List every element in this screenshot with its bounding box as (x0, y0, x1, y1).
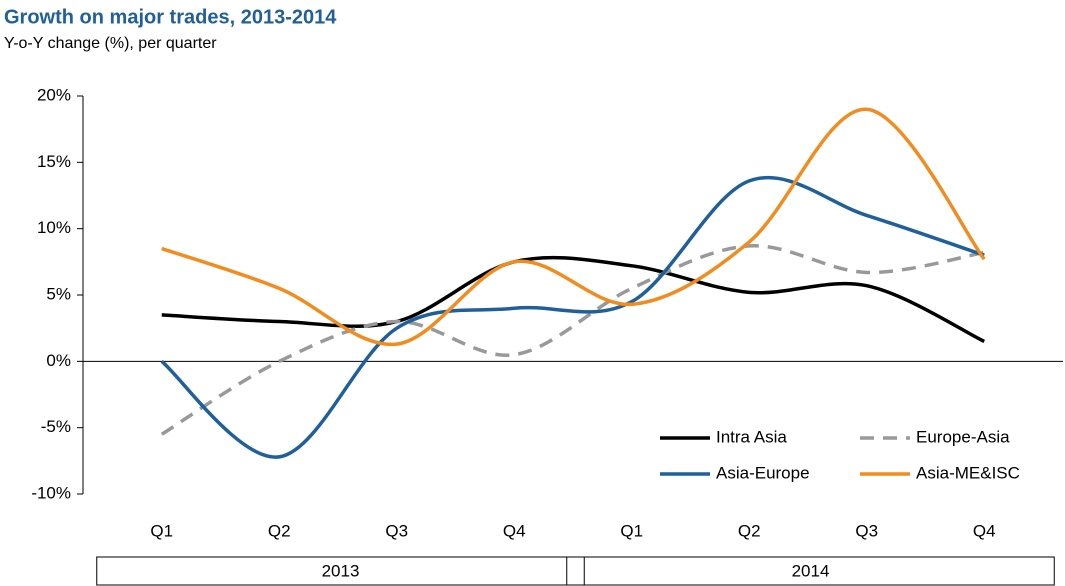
x-tick-label: Q3 (385, 521, 408, 540)
y-tick-label: 0% (46, 351, 71, 370)
x-tick-label: Q1 (150, 521, 173, 540)
x-tick-label: Q2 (268, 521, 291, 540)
series-line (161, 255, 986, 344)
series-line (160, 244, 985, 436)
legend-label: Intra Asia (716, 427, 787, 446)
legend-label: Asia-ME&ISC (916, 463, 1020, 482)
x-tick-label: Q3 (855, 521, 878, 540)
y-tick-label: 15% (37, 152, 71, 171)
y-tick-label: 20% (37, 85, 71, 104)
chart-title: Growth on major trades, 2013-2014 (4, 6, 337, 28)
x-tick-label: Q2 (738, 521, 761, 540)
group-box (566, 556, 1055, 586)
y-tick-label: -10% (31, 483, 71, 502)
group-label: 2014 (792, 561, 830, 580)
x-tick-label: Q4 (973, 521, 996, 540)
series-line (160, 175, 985, 459)
series-line (161, 107, 986, 346)
x-tick-label: Q1 (620, 521, 643, 540)
group-box (96, 556, 585, 586)
y-tick-label: 10% (37, 218, 71, 237)
chart-subtitle: Y-o-Y change (%), per quarter (4, 35, 217, 52)
legend-label: Asia-Europe (716, 463, 810, 482)
x-tick-label: Q4 (503, 521, 526, 540)
y-tick-label: 5% (46, 284, 71, 303)
group-label: 2013 (322, 561, 360, 580)
legend-label: Europe-Asia (916, 427, 1010, 446)
y-tick-label: -5% (41, 417, 71, 436)
